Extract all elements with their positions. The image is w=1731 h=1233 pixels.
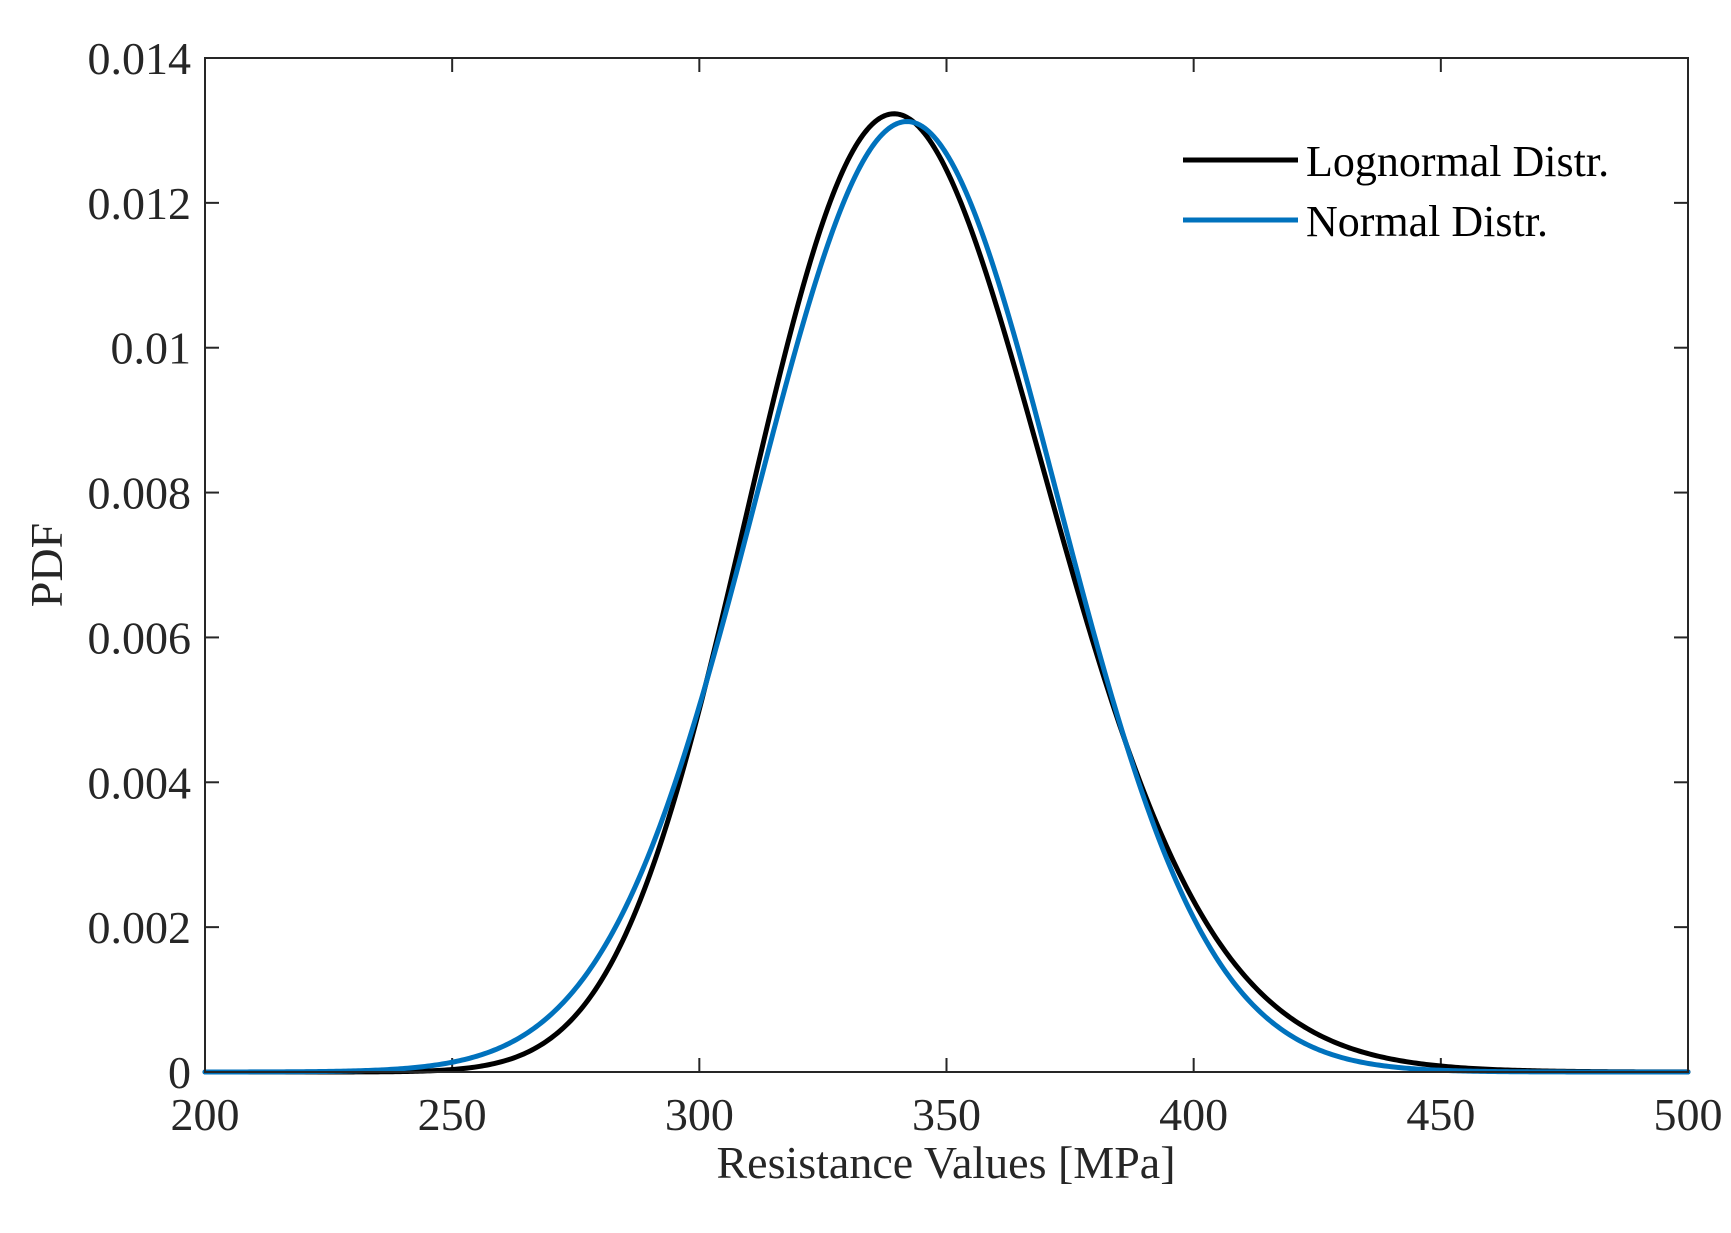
legend: Lognormal Distr. Normal Distr. xyxy=(1183,137,1609,246)
x-tick-label: 500 xyxy=(1654,1089,1723,1140)
y-axis-label: PDF xyxy=(21,523,72,607)
x-tick-label: 200 xyxy=(171,1089,240,1140)
series-layer xyxy=(202,111,1691,1075)
y-tick-label: 0.012 xyxy=(88,178,192,229)
y-tick-label: 0.002 xyxy=(88,902,192,953)
x-tick-label: 400 xyxy=(1159,1089,1228,1140)
y-tick-label: 0.01 xyxy=(111,323,192,374)
x-tick-label: 300 xyxy=(665,1089,734,1140)
series-line-normal xyxy=(202,119,1691,1075)
x-tick-label: 350 xyxy=(912,1089,981,1140)
legend-label-normal: Normal Distr. xyxy=(1306,197,1548,246)
plot-area xyxy=(205,58,1688,1072)
y-tick-label: 0.008 xyxy=(88,468,192,519)
x-tick-label: 250 xyxy=(418,1089,487,1140)
plot-frame xyxy=(204,57,1689,1073)
legend-label-lognormal: Lognormal Distr. xyxy=(1306,137,1609,186)
y-tick-label: 0.014 xyxy=(88,33,192,84)
series-line-lognormal xyxy=(202,111,1691,1075)
y-tick-label: 0.004 xyxy=(88,757,192,808)
x-tick-label: 450 xyxy=(1406,1089,1475,1140)
x-axis-label: Resistance Values [MPa] xyxy=(716,1137,1175,1188)
y-tick-label: 0.006 xyxy=(88,612,192,663)
y-tick-label: 0 xyxy=(168,1047,191,1098)
tick-labels: 200 250 300 350 400 450 500 0 0.002 0.004 0.006 0.0… xyxy=(88,33,1723,1140)
